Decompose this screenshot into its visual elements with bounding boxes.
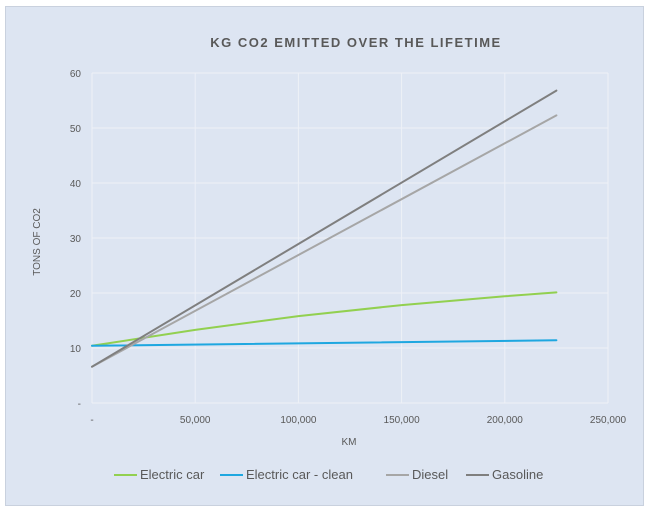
y-tick-label: 50 <box>70 124 82 135</box>
y-tick-label: - <box>78 399 81 410</box>
y-tick-label: 40 <box>70 179 82 190</box>
x-tick-label: 50,000 <box>180 415 211 426</box>
series-line-gasoline <box>91 89 558 368</box>
x-tick-label: 100,000 <box>280 415 317 426</box>
chart-title: KG CO2 EMITTED OVER THE LIFETIME <box>210 35 501 50</box>
chart-frame: KG CO2 EMITTED OVER THE LIFETIME - 10 20 30… <box>5 6 644 506</box>
legend-label-electric-car: Electric car <box>140 467 205 482</box>
series-line-diesel <box>91 114 558 368</box>
grid-layer <box>91 72 609 404</box>
x-tick-label: - <box>90 415 93 426</box>
y-tick-label: 20 <box>70 289 82 300</box>
x-axis-title: KM <box>342 437 357 448</box>
chart-svg: KG CO2 EMITTED OVER THE LIFETIME - 10 20 30… <box>32 35 627 482</box>
y-tick-label: 10 <box>70 344 82 355</box>
legend: Electric car Electric car - clean Diesel Ga… <box>114 467 543 482</box>
x-tick-label: 150,000 <box>384 415 421 426</box>
y-axis-title: TONS OF CO2 <box>32 208 43 276</box>
legend-label-gasoline: Gasoline <box>492 467 543 482</box>
series-layer <box>91 89 558 368</box>
series-line-electric-car-clean <box>91 339 558 347</box>
y-tick-label: 60 <box>70 69 82 80</box>
y-tick-label: 30 <box>70 234 82 245</box>
series-line-electric-car <box>91 291 558 347</box>
legend-label-electric-car-clean: Electric car - clean <box>246 467 353 482</box>
x-tick-label: 250,000 <box>590 415 627 426</box>
x-tick-labels: - 50,000 100,000 150,000 200,000 250,000 <box>90 415 626 426</box>
y-tick-labels: - 10 20 30 40 50 60 <box>70 69 82 410</box>
x-tick-label: 200,000 <box>487 415 524 426</box>
legend-label-diesel: Diesel <box>412 467 448 482</box>
